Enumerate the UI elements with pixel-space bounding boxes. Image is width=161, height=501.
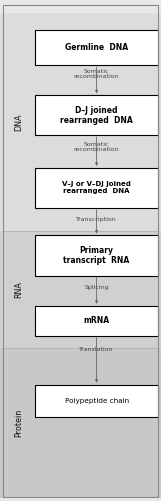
- Text: RNA: RNA: [14, 282, 23, 298]
- Text: D–J joined
rearranged  DNA: D–J joined rearranged DNA: [60, 106, 133, 125]
- Text: Germline  DNA: Germline DNA: [65, 43, 128, 52]
- FancyBboxPatch shape: [35, 235, 158, 276]
- Text: Primary
transcript  RNA: Primary transcript RNA: [63, 246, 130, 265]
- Text: Transcription: Transcription: [76, 217, 117, 222]
- FancyBboxPatch shape: [35, 385, 158, 417]
- Text: Polypeptide chain: Polypeptide chain: [65, 398, 129, 404]
- FancyBboxPatch shape: [35, 30, 158, 65]
- Text: Protein: Protein: [14, 409, 23, 437]
- Text: Translation: Translation: [79, 347, 114, 352]
- Text: mRNA: mRNA: [84, 316, 110, 325]
- FancyBboxPatch shape: [35, 306, 158, 336]
- FancyBboxPatch shape: [35, 168, 158, 208]
- Text: Somatic
recombination: Somatic recombination: [74, 142, 119, 152]
- Text: Somatic
recombination: Somatic recombination: [74, 69, 119, 79]
- Bar: [0, 231, 161, 348]
- Text: DNA: DNA: [14, 113, 23, 131]
- FancyBboxPatch shape: [35, 95, 158, 135]
- Text: Splicing: Splicing: [84, 285, 109, 290]
- Text: V–J or V–DJ joined
rearranged  DNA: V–J or V–DJ joined rearranged DNA: [62, 181, 131, 194]
- Bar: [0, 348, 161, 498]
- Bar: [0, 13, 161, 231]
